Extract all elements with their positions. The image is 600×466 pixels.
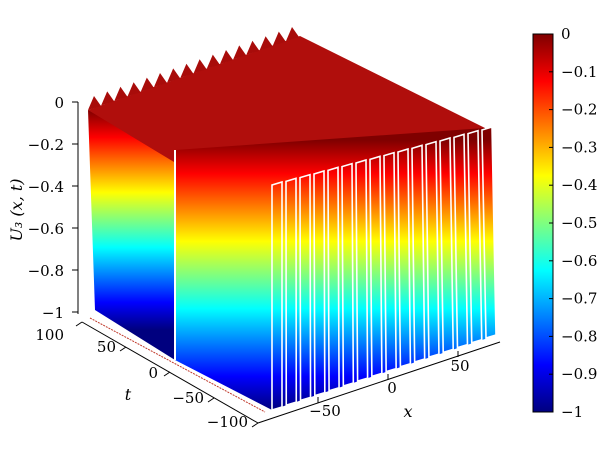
colorbar-tick-label: −0.7 (561, 290, 597, 308)
surface-ridge-peak (233, 45, 247, 60)
surface-fin (425, 140, 440, 359)
colorbar-tick-label: −0.2 (561, 101, 597, 119)
t-tick-label: −100 (207, 413, 248, 431)
colorbar-tick-label: −0.9 (561, 365, 597, 383)
z-tick-label: −0.4 (28, 178, 64, 196)
surface-ridge-peak (220, 50, 233, 64)
t-tick-label: 50 (97, 338, 116, 356)
surface-body (88, 27, 497, 412)
surface-left-face (88, 110, 175, 360)
surface-ridge-peak (246, 40, 260, 55)
surface-fin (411, 144, 426, 364)
z-tick-label: −1 (42, 304, 64, 322)
x-tick-group: −50 0 50 (309, 351, 470, 420)
surface-fin (397, 147, 412, 368)
surface-fin (313, 169, 326, 397)
surface-ridge-peak (180, 63, 194, 78)
surface-ridge-peak (154, 73, 167, 87)
surface-fin (467, 129, 483, 344)
surface-ridge-peak (193, 59, 207, 74)
surface-top-face (88, 36, 485, 220)
x-tick-label: −50 (309, 402, 341, 420)
surface-fin (355, 158, 369, 383)
surface-fin (271, 180, 283, 412)
base-shadow-line (89, 317, 266, 413)
surface-fin (383, 151, 397, 373)
colorbar-tick-label: −1 (561, 403, 583, 421)
t-axis-label: t (125, 385, 132, 404)
colorbar-tick-label: −0.4 (561, 176, 597, 194)
surface-ridge-peak (140, 77, 154, 92)
surface-ridge-peak (88, 96, 101, 110)
colorbar-tick-label: −0.6 (561, 252, 597, 270)
z-tick-label: 0 (54, 94, 64, 112)
z-tick-label: −0.8 (28, 262, 64, 280)
x-axis-label: x (403, 402, 412, 421)
surface-fin (439, 136, 455, 354)
t-tick-label: 100 (35, 326, 64, 344)
colorbar-tick-label: −0.8 (561, 327, 597, 345)
surface-ridge-peak (101, 91, 115, 106)
colorbar-tick-label: 0 (561, 25, 571, 43)
surface-fin (341, 162, 355, 388)
colorbar-tick-label: −0.1 (561, 63, 597, 81)
t-tick-label: 0 (148, 364, 158, 382)
surface-fin (327, 166, 340, 392)
t-tick-label: −50 (172, 389, 204, 407)
surface-fin (285, 177, 298, 407)
colorbar: 0 −0.1 −0.2 −0.3 −0.4 −0.5 −0.6 −0.7 −0.8 −0.9 −1 (532, 25, 597, 421)
t-tick-group: 100 50 0 −50 −100 (35, 321, 259, 431)
surface-fin (453, 133, 469, 349)
x-tick-label: 50 (450, 357, 469, 375)
surface-ridge-peak (167, 68, 181, 83)
surface-ridge-peak (272, 31, 286, 46)
x-axis-line (257, 341, 501, 424)
z-tick-label: −0.2 (28, 136, 64, 154)
z-tick-group: 0 −0.2 −0.4 −0.6 −0.8 −1 (28, 94, 78, 322)
surface-ridge-peak (114, 86, 128, 101)
surface-ridge-peak (206, 54, 220, 69)
surface-fin (481, 125, 497, 340)
z-axis-label: U₃ (x, t) (7, 178, 26, 241)
surface-fin (369, 155, 383, 378)
x-tick-label: 0 (387, 379, 397, 397)
colorbar-tick-label: −0.3 (561, 138, 597, 156)
z-tick-label: −0.6 (28, 220, 64, 238)
surface-fin (299, 173, 312, 402)
surface-ridge-peak (286, 27, 299, 41)
surface-ridge-peak (127, 82, 141, 97)
colorbar-tick-label: −0.5 (561, 214, 597, 232)
surface-ridge-peak (259, 36, 273, 51)
